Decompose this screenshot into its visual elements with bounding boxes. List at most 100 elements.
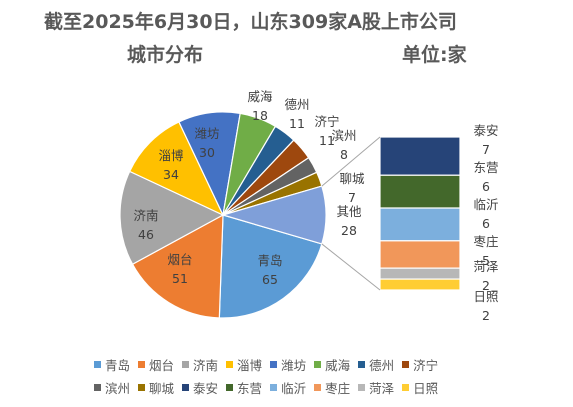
legend-swatch [138,361,146,368]
slice-label-name: 德州 [284,97,309,112]
slice-label-name: 其他 [336,204,362,219]
slice-label-name: 潍坊 [194,126,219,141]
slice-label-value: 46 [138,227,154,242]
legend-item: 临沂 [270,378,306,397]
legend-item: 济宁 [402,355,438,374]
legend-swatch [94,361,101,368]
legend-item: 枣庄 [314,378,350,397]
legend-item: 德州 [358,355,394,374]
other-label-name: 日照 [473,289,498,304]
slice-label-value: 28 [341,223,357,238]
other-label-name: 泰安 [473,123,498,138]
other-bar-segment-泰安 [379,136,461,176]
legend-swatch [182,384,190,391]
legend-swatch [226,361,234,368]
pie-slice-济南 [119,170,225,266]
slice-label-name: 聊城 [339,171,365,186]
pie-slice-淄博 [128,121,225,217]
legend-label: 德州 [369,358,395,373]
legend-swatch [402,361,410,368]
legend-item: 济南 [182,355,218,374]
other-bar-segment-临沂 [379,207,461,242]
legend-swatch [182,361,190,368]
legend-label: 枣庄 [325,381,351,396]
legend-label: 临沂 [281,381,307,396]
legend-label: 淄博 [237,358,263,373]
legend-swatch [402,384,410,391]
other-bar-segment-菏泽 [379,267,461,280]
other-label-value: 2 [482,308,490,323]
other-label-value: 6 [482,179,490,194]
slice-label-name: 青岛 [257,253,282,268]
legend-label: 菏泽 [369,381,395,396]
slice-label-name: 济南 [133,208,158,223]
slice-label-value: 11 [319,133,335,148]
slice-label-name: 滨州 [331,128,356,143]
legend-item: 泰安 [182,378,218,397]
legend-swatch [358,384,366,391]
other-label-name: 枣庄 [473,234,498,249]
slice-label-value: 51 [172,271,188,286]
other-label-value: 5 [482,253,490,268]
legend-label: 青岛 [105,358,131,373]
slice-label-value: 18 [252,108,268,123]
slice-label-name: 济宁 [314,114,339,129]
other-label-name: 菏泽 [473,259,498,274]
legend-label: 东营 [237,381,263,396]
connector-line-top [321,136,381,187]
legend-label: 日照 [413,381,439,396]
slice-label-value: 30 [199,145,215,160]
connector-line-bottom [321,243,381,291]
legend-label: 滨州 [105,381,131,396]
legend-swatch [358,361,366,368]
chart-title-line-1: 截至2025年6月30日，山东309家A股上市公司 [44,11,457,33]
pie-slice-其他 [220,185,327,245]
legend-label: 济南 [193,358,219,373]
chart-title-line-2: 城市分布 [127,44,204,66]
other-label-value: 2 [482,278,490,293]
slice-label-value: 65 [262,272,278,287]
legend-item: 日照 [402,378,438,397]
legend-label: 威海 [325,358,351,373]
other-label-value: 6 [482,216,490,231]
legend-swatch [138,384,146,391]
legend-item: 滨州 [94,378,130,397]
other-bar-segment-日照 [379,278,461,291]
legend-swatch [270,384,278,391]
slice-label-name: 淄博 [158,148,184,163]
legend-label: 聊城 [149,381,175,396]
legend-item: 东营 [226,378,262,397]
legend-row-2: 滨州 聊城 泰安 东营 临沂 枣庄 菏泽 日照 [94,378,446,397]
legend-item: 青岛 [94,355,130,374]
legend-swatch [94,384,101,391]
pie-slice-青岛 [218,214,323,319]
other-label-name: 临沂 [473,197,498,212]
legend-item: 菏泽 [358,378,394,397]
legend-swatch [226,384,234,391]
slice-label-value: 8 [340,147,348,162]
legend-item: 烟台 [138,355,174,374]
legend-label: 烟台 [149,358,175,373]
legend-swatch [314,384,322,391]
legend-label: 济宁 [413,358,439,373]
legend-label: 泰安 [193,381,219,396]
slice-label-value: 34 [163,167,179,182]
unit-label: 单位:家 [402,44,467,66]
legend-item: 淄博 [226,355,262,374]
slice-label-name: 烟台 [167,252,192,267]
slice-label-name: 威海 [247,89,273,104]
pie-slice-烟台 [131,213,224,319]
legend-row-1: 青岛 烟台 济南 淄博 潍坊 威海 德州 济宁 [94,355,446,374]
legend-swatch [314,361,322,368]
other-label-name: 东营 [473,160,498,175]
other-bar-segment-东营 [379,174,461,209]
other-label-value: 7 [482,142,490,157]
legend-swatch [270,361,278,368]
slice-label-value: 7 [348,190,356,205]
legend-label: 潍坊 [281,358,307,373]
slice-label-value: 11 [289,116,305,131]
legend-item: 威海 [314,355,350,374]
legend-item: 潍坊 [270,355,306,374]
